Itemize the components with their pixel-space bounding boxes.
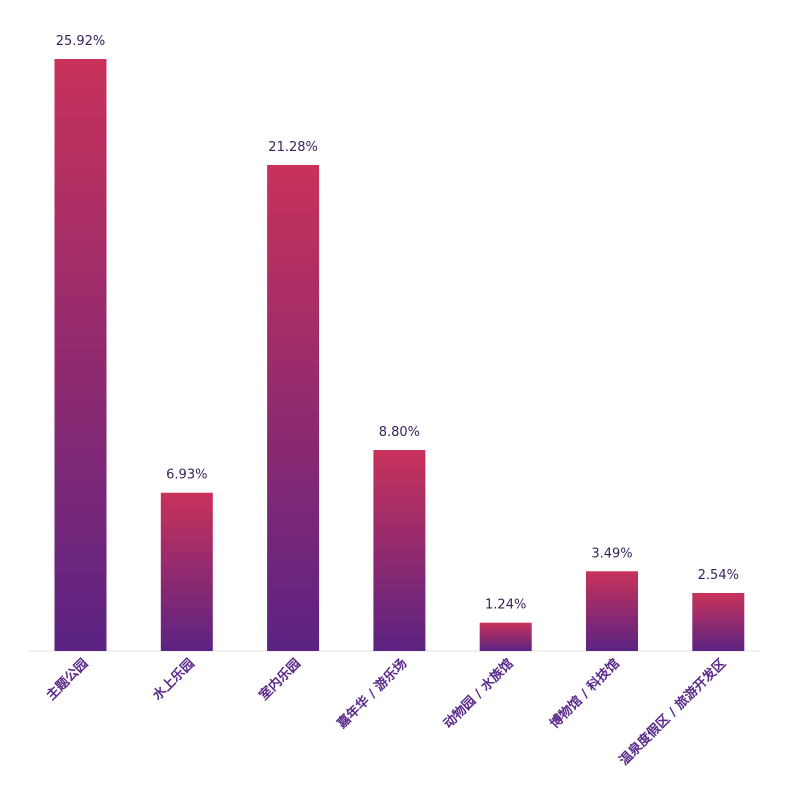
category-labels-group: 主题公园 水上乐园 室内乐园 嘉年华 / 游乐场 动物园 / 水族馆 博物馆 / 科技馆温…	[43, 656, 729, 769]
bar-7	[692, 592, 745, 651]
value-label-2: 6.93%	[166, 468, 207, 483]
value-label-1: 25.92%	[56, 34, 106, 49]
bar-1	[54, 59, 107, 651]
bar-3	[267, 164, 320, 651]
category-label-6: 博物馆 / 科技馆	[547, 656, 623, 732]
value-label-7: 2.54%	[698, 568, 739, 583]
category-label-7: 温泉度假区 / 旅游开发区	[616, 656, 729, 769]
value-label-6: 3.49%	[591, 546, 632, 561]
category-label-1: 主题公园	[43, 656, 91, 704]
category-label-5: 动物园 / 水族馆	[440, 656, 516, 732]
value-labels-group: 25.92% 6.93% 21.28% 8.80% 1.24% 3.49% 2.54%	[56, 34, 739, 613]
bar-4	[373, 450, 426, 651]
value-label-3: 21.28%	[268, 140, 318, 155]
value-label-4: 8.80%	[379, 425, 420, 440]
category-label-4: 嘉年华 / 游乐场	[333, 656, 410, 733]
category-label-3: 室内乐园	[256, 656, 304, 704]
bar-6	[586, 571, 638, 651]
bars-group	[54, 59, 745, 651]
bar-5	[479, 622, 532, 651]
category-label-2: 水上乐园	[150, 656, 198, 704]
bar-2	[160, 492, 213, 651]
value-label-5: 1.24%	[485, 598, 526, 613]
